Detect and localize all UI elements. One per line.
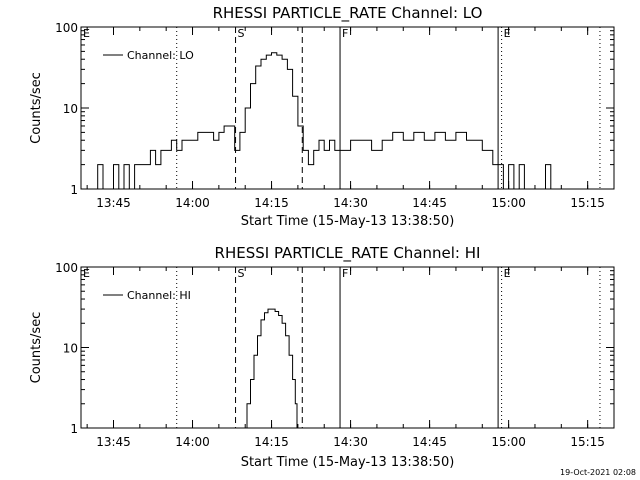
panel1-x-tick-label: 15:15 bbox=[570, 196, 605, 210]
panel1-series-line bbox=[81, 52, 566, 190]
panel2-marker-label: E bbox=[83, 267, 90, 280]
panel2-y-tick-label: 10 bbox=[63, 342, 78, 356]
panel1-y-tick-label: 100 bbox=[55, 21, 78, 35]
panel1-marker-label: F bbox=[342, 27, 348, 40]
panel2-y-axis-label: Counts/sec bbox=[29, 312, 44, 384]
panel2-x-tick-label: 14:45 bbox=[412, 435, 447, 449]
panel2-series-line bbox=[243, 308, 301, 429]
panel1-x-tick-label: 15:00 bbox=[491, 196, 526, 210]
panel1-marker-label: S bbox=[238, 27, 245, 40]
panel1-y-tick-label: 10 bbox=[63, 102, 78, 116]
timestamp: 19-Oct-2021 02:08 bbox=[560, 468, 636, 477]
panel2-title: RHESSI PARTICLE_RATE Channel: HI bbox=[215, 244, 481, 263]
panel1-y-axis-label: Counts/sec bbox=[29, 72, 44, 144]
panel1-x-axis-label: Start Time (15-May-13 13:38:50) bbox=[241, 214, 455, 229]
panel2-x-tick-label: 14:15 bbox=[254, 435, 289, 449]
panel2-legend-label: Channel: HI bbox=[127, 289, 191, 302]
panel1-title: RHESSI PARTICLE_RATE Channel: LO bbox=[213, 4, 483, 23]
panel1-marker-label: E bbox=[504, 27, 511, 40]
panel2-y-tick-label: 100 bbox=[55, 261, 78, 275]
panel1-legend-label: Channel: LO bbox=[127, 49, 194, 62]
panel2-marker-label: F bbox=[342, 267, 348, 280]
panel1-x-tick-label: 14:30 bbox=[333, 196, 368, 210]
panel2-x-tick-label: 15:15 bbox=[570, 435, 605, 449]
panel2-marker-label: S bbox=[238, 267, 245, 280]
panel2-x-tick-label: 13:45 bbox=[96, 435, 131, 449]
panel1-x-tick-label: 13:45 bbox=[96, 196, 131, 210]
panel1-x-tick-label: 14:15 bbox=[254, 196, 289, 210]
panel2-x-tick-label: 15:00 bbox=[491, 435, 526, 449]
panel2-y-tick-label: 1 bbox=[70, 422, 78, 436]
panel2-x-tick-label: 14:30 bbox=[333, 435, 368, 449]
panel2-marker-label: E bbox=[504, 267, 511, 280]
panel1-marker-label: E bbox=[83, 27, 90, 40]
panel2-x-axis-label: Start Time (15-May-13 13:38:50) bbox=[241, 455, 455, 470]
panel1-y-tick-label: 1 bbox=[70, 183, 78, 197]
panel1-x-tick-label: 14:45 bbox=[412, 196, 447, 210]
panel1-x-tick-label: 14:00 bbox=[175, 196, 210, 210]
panel2-x-tick-label: 14:00 bbox=[175, 435, 210, 449]
